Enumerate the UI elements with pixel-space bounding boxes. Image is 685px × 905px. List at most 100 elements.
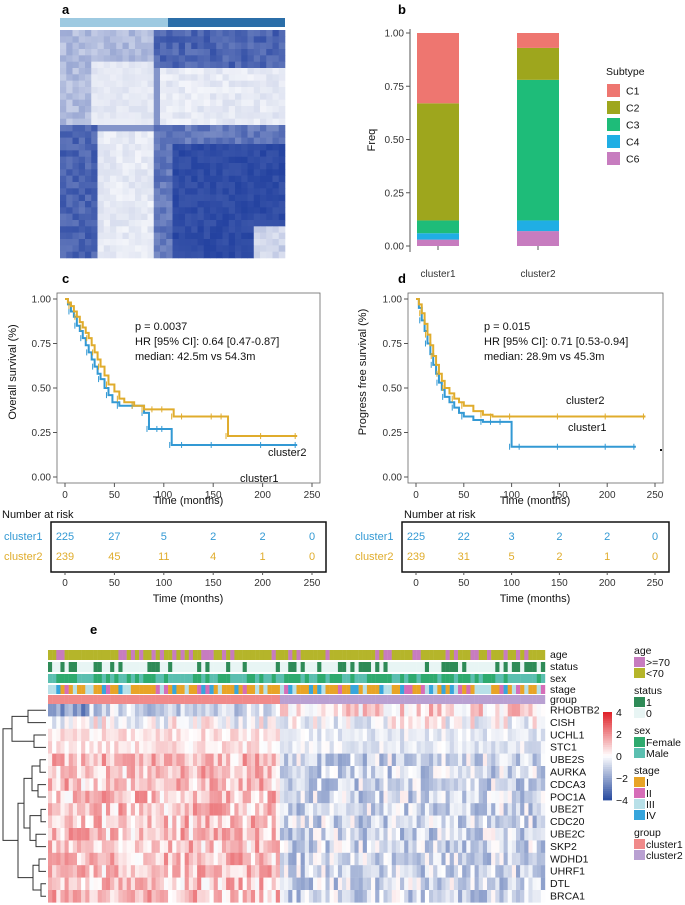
consensus-cell (85, 175, 92, 183)
consensus-cell (103, 201, 111, 208)
expr-cell-WDHD1 (458, 852, 463, 866)
consensus-cell (185, 194, 192, 202)
expr-cell-UBE2T (89, 803, 94, 816)
consensus-cell (266, 93, 273, 100)
consensus-cell (153, 36, 161, 43)
expr-cell-DTL (188, 877, 194, 891)
expr-cell-UCHL1 (350, 728, 355, 742)
expr-cell-UBE2C (424, 828, 430, 841)
expr-cell-UBE2T (429, 803, 434, 816)
expr-cell-RHOBTB2 (197, 704, 202, 717)
expr-cell-UBE2T (350, 803, 355, 816)
consensus-cell (135, 232, 142, 240)
track-age-cell (491, 650, 496, 660)
consensus-cell (272, 169, 280, 176)
expr-cell-UBE2C (437, 828, 442, 841)
expr-cell-POC1A (507, 790, 513, 804)
legend-swatch-stage (634, 788, 645, 798)
consensus-cell (241, 156, 248, 164)
consensus-cell (228, 30, 236, 37)
consensus-cell (116, 55, 123, 62)
consensus-cell (72, 80, 80, 88)
expr-cell-BRCA1 (89, 890, 94, 903)
expr-cell-UHRF1 (60, 865, 65, 878)
expr-cell-SKP2 (205, 840, 210, 853)
expr-cell-CISH (205, 716, 210, 729)
expr-cell-RHOBTB2 (511, 704, 517, 717)
track-status-cell (516, 662, 521, 672)
expr-cell-UCHL1 (163, 728, 169, 742)
consensus-cell (122, 232, 130, 240)
consensus-cell (166, 125, 173, 132)
track-group-cell (209, 695, 214, 704)
track-status-cell (172, 662, 177, 672)
track-age-cell (76, 650, 82, 660)
consensus-cell (60, 99, 67, 107)
expr-cell-STC1 (404, 741, 409, 754)
expr-cell-AURKA (221, 766, 227, 779)
consensus-cell (72, 99, 80, 107)
consensus-cell (253, 239, 261, 246)
expr-cell-RHOBTB2 (72, 704, 78, 717)
consensus-cell (135, 144, 142, 151)
consensus-cell (85, 245, 92, 252)
expr-cell-UHRF1 (226, 865, 231, 878)
consensus-cell (235, 226, 242, 233)
consensus-cell (235, 220, 242, 227)
track-status-cell (93, 662, 98, 672)
consensus-cell (122, 213, 130, 221)
expr-cell-UBE2T (408, 803, 413, 816)
expr-cell-CDC20 (271, 815, 276, 829)
expr-cell-DTL (242, 877, 247, 891)
expr-cell-UBE2S (81, 753, 86, 767)
expr-cell-UHRF1 (259, 865, 264, 878)
track-sex-cell (168, 674, 173, 683)
consensus-cell (247, 112, 255, 119)
track-status-cell (379, 662, 384, 672)
consensus-cell (135, 207, 142, 214)
expr-cell-UBE2T (499, 803, 504, 816)
expr-cell-STC1 (48, 741, 53, 754)
expr-cell-UBE2C (520, 828, 525, 841)
consensus-cell (185, 163, 192, 170)
d-annotation-p: p = 0.015 (484, 321, 530, 333)
expr-cell-CDCA3 (56, 778, 61, 791)
expr-cell-CDCA3 (495, 778, 500, 791)
expr-cell-UBE2T (511, 803, 517, 816)
track-stage-cell (325, 685, 330, 694)
expr-cell-UHRF1 (408, 865, 413, 878)
track-sex-cell (188, 674, 194, 683)
expr-cell-UHRF1 (118, 865, 123, 878)
expr-cell-RHOBTB2 (358, 704, 363, 717)
c-risk-row-cluster2: cluster2 (4, 551, 43, 563)
consensus-cell (216, 245, 223, 252)
expr-cell-UBE2S (470, 753, 475, 767)
expr-cell-CDC20 (325, 815, 330, 829)
consensus-cell (178, 207, 186, 214)
consensus-cell (210, 251, 217, 259)
consensus-cell (72, 61, 80, 69)
consensus-cell (122, 106, 130, 113)
expr-cell-DTL (155, 877, 161, 891)
track-age-cell (110, 650, 115, 660)
consensus-cell (147, 99, 155, 107)
consensus-cell (66, 74, 73, 81)
expr-cell-SKP2 (424, 840, 430, 853)
track-sex-cell (192, 674, 198, 683)
consensus-cell (260, 251, 267, 259)
expr-cell-DTL (68, 877, 74, 891)
expr-cell-CDC20 (267, 815, 272, 829)
consensus-cell (128, 220, 136, 227)
expr-cell-BRCA1 (76, 890, 82, 903)
track-age-cell (143, 650, 148, 660)
consensus-cell (241, 93, 248, 100)
consensus-cell (197, 55, 205, 62)
consensus-cell (110, 137, 117, 145)
consensus-cell (147, 201, 155, 208)
consensus-cell (72, 106, 80, 113)
track-age-cell (354, 650, 359, 660)
consensus-cell (178, 30, 186, 37)
legend-swatch-stage (634, 777, 645, 787)
expr-cell-CISH (226, 716, 231, 729)
expr-cell-UBE2S (445, 753, 450, 767)
